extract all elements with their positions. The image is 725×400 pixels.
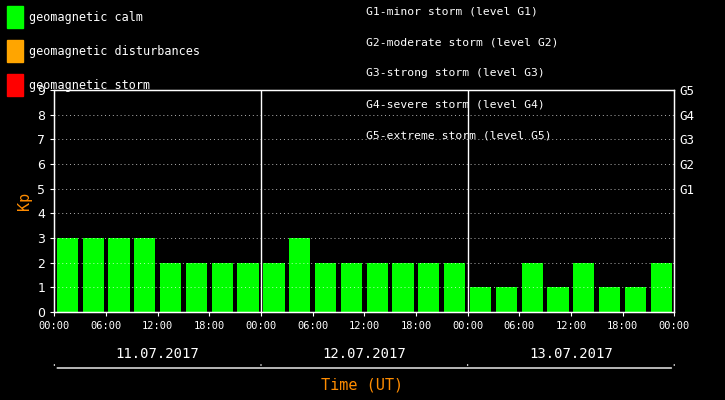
Text: G4-severe storm (level G4): G4-severe storm (level G4) — [366, 100, 545, 110]
Bar — [341, 263, 362, 312]
Bar — [289, 238, 310, 312]
Bar — [470, 287, 491, 312]
Bar — [108, 238, 130, 312]
Bar — [496, 287, 517, 312]
Text: geomagnetic disturbances: geomagnetic disturbances — [29, 44, 200, 58]
Text: Time (UT): Time (UT) — [321, 377, 404, 392]
Text: 13.07.2017: 13.07.2017 — [529, 347, 613, 361]
Bar — [212, 263, 233, 312]
Bar — [57, 238, 78, 312]
Text: G2-moderate storm (level G2): G2-moderate storm (level G2) — [366, 37, 559, 47]
Bar — [651, 263, 672, 312]
Text: 12.07.2017: 12.07.2017 — [323, 347, 406, 361]
Bar — [186, 263, 207, 312]
Bar — [315, 263, 336, 312]
Text: geomagnetic calm: geomagnetic calm — [29, 10, 143, 24]
Bar — [444, 263, 465, 312]
Bar — [573, 263, 594, 312]
Bar — [238, 263, 259, 312]
Text: G3-strong storm (level G3): G3-strong storm (level G3) — [366, 68, 545, 78]
Text: G5-extreme storm (level G5): G5-extreme storm (level G5) — [366, 131, 552, 141]
Text: 11.07.2017: 11.07.2017 — [116, 347, 199, 361]
Bar — [263, 263, 284, 312]
Bar — [418, 263, 439, 312]
Bar — [83, 238, 104, 312]
Bar — [521, 263, 543, 312]
Bar — [160, 263, 181, 312]
Bar — [547, 287, 568, 312]
Bar — [599, 287, 621, 312]
Bar — [392, 263, 414, 312]
Bar — [134, 238, 155, 312]
Bar — [625, 287, 646, 312]
Y-axis label: Kp: Kp — [17, 192, 32, 210]
Bar — [367, 263, 388, 312]
Text: geomagnetic storm: geomagnetic storm — [29, 78, 150, 92]
Text: G1-minor storm (level G1): G1-minor storm (level G1) — [366, 6, 538, 16]
